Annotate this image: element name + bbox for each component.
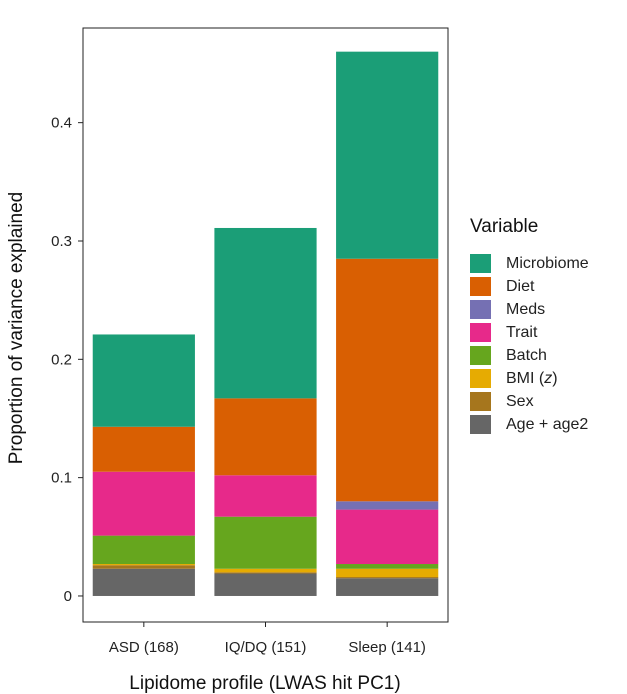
y-tick-label: 0.1 (51, 470, 72, 487)
legend-swatch (470, 415, 491, 434)
bar-segment-trait-1 (214, 475, 317, 517)
legend-swatch (470, 277, 491, 296)
bar-segment-diet-2 (336, 258, 439, 502)
x-axis-title: Lipidome profile (LWAS hit PC1) (129, 673, 400, 694)
legend-item: Microbiome (470, 252, 589, 275)
legend-item: Sex (470, 390, 589, 413)
bar-segment-diet-1 (214, 398, 317, 476)
x-tick-label: IQ/DQ (151) (225, 639, 307, 656)
legend-swatch (470, 323, 491, 342)
bar-segment-microbiome-1 (214, 227, 317, 399)
legend-swatch (470, 346, 491, 365)
x-axis: ASD (168) IQ/DQ (151) Sleep (141) (109, 622, 426, 656)
bar-segment-age-age2-2 (336, 578, 439, 596)
x-tick-label: Sleep (141) (348, 639, 426, 656)
bars-group (92, 51, 439, 596)
y-tick-label: 0.4 (51, 115, 72, 132)
bar-segment-age-age2-0 (92, 568, 195, 596)
legend-label: Meds (506, 300, 546, 318)
bar-segment-sex-2 (336, 577, 439, 579)
bar-segment-batch-1 (214, 516, 317, 569)
y-axis: 0 0.1 0.2 0.3 0.4 (51, 115, 83, 605)
bar-segment-trait-0 (92, 471, 195, 536)
legend-item: BMI (z) (470, 367, 589, 390)
legend-label: Batch (506, 346, 547, 364)
legend: Variable Microbiome Diet Meds Trait Batch BMI… (470, 216, 589, 436)
bar-segment-bmi-z--2 (336, 568, 439, 578)
y-tick-label: 0 (64, 588, 72, 605)
bar-segment-microbiome-0 (92, 334, 195, 427)
y-axis-title: Proportion of variance explained (6, 192, 27, 465)
bar-segment-age-age2-1 (214, 573, 317, 596)
bar-segment-meds-2 (336, 501, 439, 510)
bar-segment-batch-0 (92, 535, 195, 565)
legend-label: Trait (506, 323, 538, 341)
legend-item: Age + age2 (470, 413, 589, 436)
legend-label: BMI (z) (506, 369, 558, 387)
legend-label: Age + age2 (506, 415, 589, 433)
legend-item: Meds (470, 298, 589, 321)
y-tick-label: 0.3 (51, 233, 72, 250)
bar-segment-bmi-z--0 (92, 564, 195, 566)
x-tick-label: ASD (168) (109, 639, 179, 656)
legend-swatch (470, 392, 491, 411)
legend-swatch (470, 254, 491, 273)
legend-swatch (470, 300, 491, 319)
bar-segment-diet-0 (92, 426, 195, 472)
legend-items: Microbiome Diet Meds Trait Batch BMI (z) Sex Ag… (470, 252, 589, 436)
y-tick-label: 0.2 (51, 351, 72, 368)
legend-label: Microbiome (506, 254, 589, 272)
bar-segment-sex-1 (214, 572, 317, 574)
legend-item: Batch (470, 344, 589, 367)
legend-title: Variable (470, 216, 539, 237)
bar-segment-sex-0 (92, 565, 195, 569)
legend-item: Diet (470, 275, 589, 298)
bar-segment-bmi-z--1 (214, 568, 317, 573)
legend-label: Diet (506, 277, 535, 295)
bar-segment-batch-2 (336, 564, 439, 569)
legend-label: Sex (506, 392, 534, 410)
bar-segment-microbiome-2 (336, 51, 439, 259)
bar-segment-trait-2 (336, 509, 439, 565)
legend-swatch (470, 369, 491, 388)
legend-item: Trait (470, 321, 589, 344)
